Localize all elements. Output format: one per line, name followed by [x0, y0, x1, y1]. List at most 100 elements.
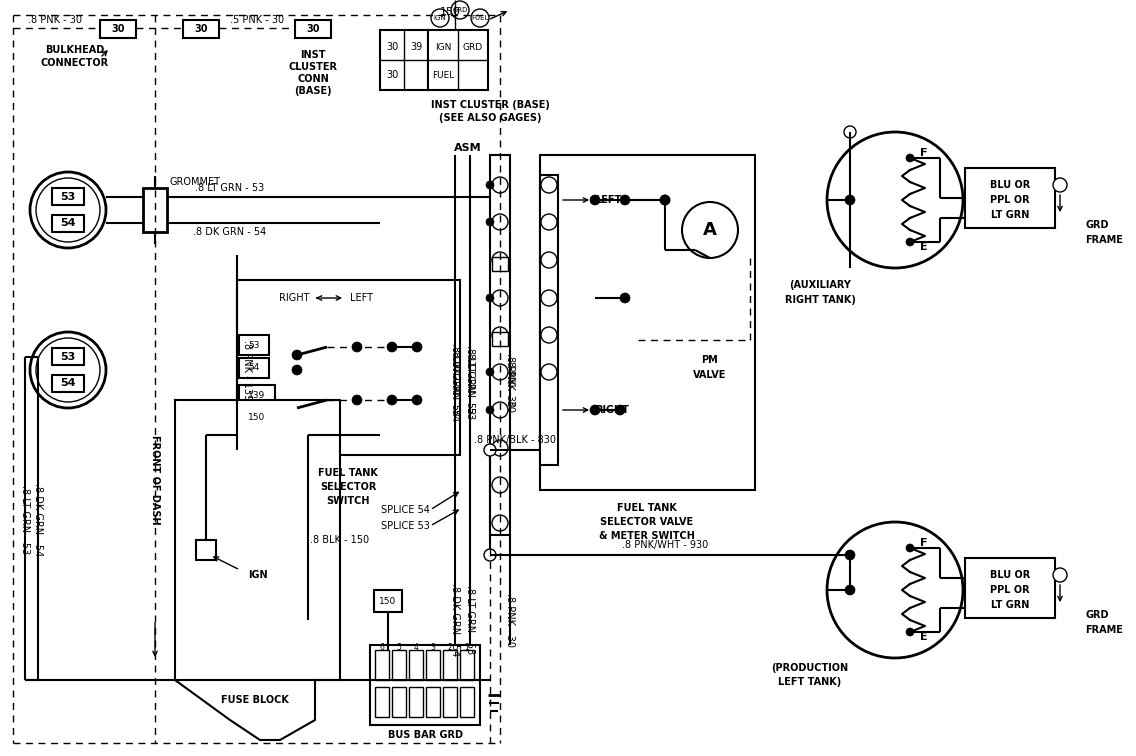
Circle shape — [412, 342, 421, 352]
Text: .8 DK GRN - 54: .8 DK GRN - 54 — [450, 343, 460, 417]
Circle shape — [620, 293, 630, 303]
Text: .8 LT GRN - 53: .8 LT GRN - 53 — [465, 585, 475, 655]
Circle shape — [486, 294, 494, 302]
Text: F: F — [920, 538, 927, 548]
Text: .8 DK GRN - 54: .8 DK GRN - 54 — [193, 227, 267, 237]
Bar — [52, 215, 84, 232]
Text: 139: 139 — [249, 391, 266, 399]
Text: CONN: CONN — [298, 74, 329, 84]
Bar — [540, 175, 558, 465]
Text: 53: 53 — [60, 352, 76, 362]
Text: IGN: IGN — [248, 570, 268, 580]
Bar — [964, 558, 1055, 618]
Text: IGN: IGN — [434, 15, 446, 21]
Circle shape — [620, 195, 630, 205]
Text: FUEL TANK: FUEL TANK — [318, 468, 378, 478]
Circle shape — [471, 9, 488, 27]
Circle shape — [412, 395, 421, 405]
Bar — [239, 335, 269, 355]
Bar — [239, 408, 275, 428]
Text: .8 PNK - 30: .8 PNK - 30 — [28, 15, 82, 25]
Bar — [490, 155, 510, 535]
Circle shape — [492, 402, 508, 418]
Circle shape — [492, 515, 508, 531]
Circle shape — [30, 332, 106, 408]
Bar — [197, 540, 216, 560]
Circle shape — [486, 181, 494, 189]
Circle shape — [845, 195, 855, 205]
Text: LT GRN: LT GRN — [991, 600, 1029, 610]
Text: 5: 5 — [396, 643, 401, 652]
Text: SELECTOR: SELECTOR — [320, 482, 376, 492]
Text: .8 PNK - 30: .8 PNK - 30 — [506, 593, 515, 647]
Circle shape — [486, 406, 494, 414]
Circle shape — [827, 522, 963, 658]
Circle shape — [590, 195, 600, 205]
Text: PM: PM — [702, 355, 718, 365]
Text: ASM: ASM — [454, 143, 482, 153]
Text: .8 LT GRN - 53: .8 LT GRN - 53 — [465, 345, 475, 414]
Circle shape — [36, 338, 100, 402]
Circle shape — [615, 405, 625, 415]
Text: 53: 53 — [60, 192, 76, 202]
Circle shape — [492, 252, 508, 268]
Text: 54: 54 — [60, 378, 76, 388]
Circle shape — [682, 202, 738, 258]
Circle shape — [590, 405, 600, 415]
Text: VALVE: VALVE — [693, 370, 727, 380]
Circle shape — [541, 177, 557, 193]
Text: 30: 30 — [386, 42, 398, 52]
Bar — [52, 375, 84, 392]
Bar — [370, 645, 481, 725]
Circle shape — [492, 477, 508, 493]
Circle shape — [292, 365, 302, 375]
Text: FRAME: FRAME — [1085, 235, 1122, 245]
Circle shape — [1053, 178, 1067, 192]
Text: GROMMET: GROMMET — [170, 177, 222, 187]
Bar — [375, 687, 389, 717]
Text: CONNECTOR: CONNECTOR — [41, 58, 109, 68]
Bar — [409, 650, 423, 680]
Text: BLU OR: BLU OR — [989, 570, 1030, 580]
Bar — [428, 30, 488, 90]
Bar — [460, 650, 474, 680]
Bar — [392, 687, 406, 717]
Text: 150: 150 — [249, 414, 266, 423]
Bar — [295, 20, 331, 38]
Text: PPL OR: PPL OR — [991, 585, 1030, 595]
Circle shape — [844, 126, 857, 138]
Text: 3: 3 — [431, 643, 435, 652]
Text: SELECTOR VALVE: SELECTOR VALVE — [601, 517, 694, 527]
Text: .8 PNK - 139: .8 PNK - 139 — [242, 340, 252, 400]
Text: 30: 30 — [111, 24, 125, 34]
Text: 54: 54 — [249, 364, 260, 373]
Text: (AUXILIARY: (AUXILIARY — [790, 280, 851, 290]
Circle shape — [907, 154, 914, 162]
Circle shape — [541, 364, 557, 380]
Text: .8 PNK/WHT - 930: .8 PNK/WHT - 930 — [621, 540, 708, 550]
Text: 30: 30 — [307, 24, 319, 34]
Circle shape — [492, 290, 508, 306]
Text: FRONT OF DASH: FRONT OF DASH — [150, 435, 160, 525]
Circle shape — [431, 9, 449, 27]
Bar — [381, 30, 428, 90]
Circle shape — [292, 418, 302, 428]
Text: INST: INST — [300, 50, 326, 60]
Circle shape — [451, 1, 469, 19]
Bar — [375, 650, 389, 680]
Bar — [143, 188, 167, 232]
Text: FUSE BLOCK: FUSE BLOCK — [222, 695, 289, 705]
Circle shape — [845, 585, 855, 595]
Bar — [100, 20, 136, 38]
Bar — [237, 280, 460, 455]
Text: FUEL: FUEL — [432, 70, 454, 79]
Circle shape — [484, 444, 496, 456]
Text: .8 LT GRN - 53: .8 LT GRN - 53 — [195, 183, 265, 193]
Bar — [540, 155, 755, 490]
Circle shape — [541, 327, 557, 343]
Circle shape — [292, 403, 302, 413]
Circle shape — [827, 132, 963, 268]
Text: FUEL TANK: FUEL TANK — [617, 503, 677, 513]
Bar — [183, 20, 219, 38]
Circle shape — [352, 342, 362, 352]
